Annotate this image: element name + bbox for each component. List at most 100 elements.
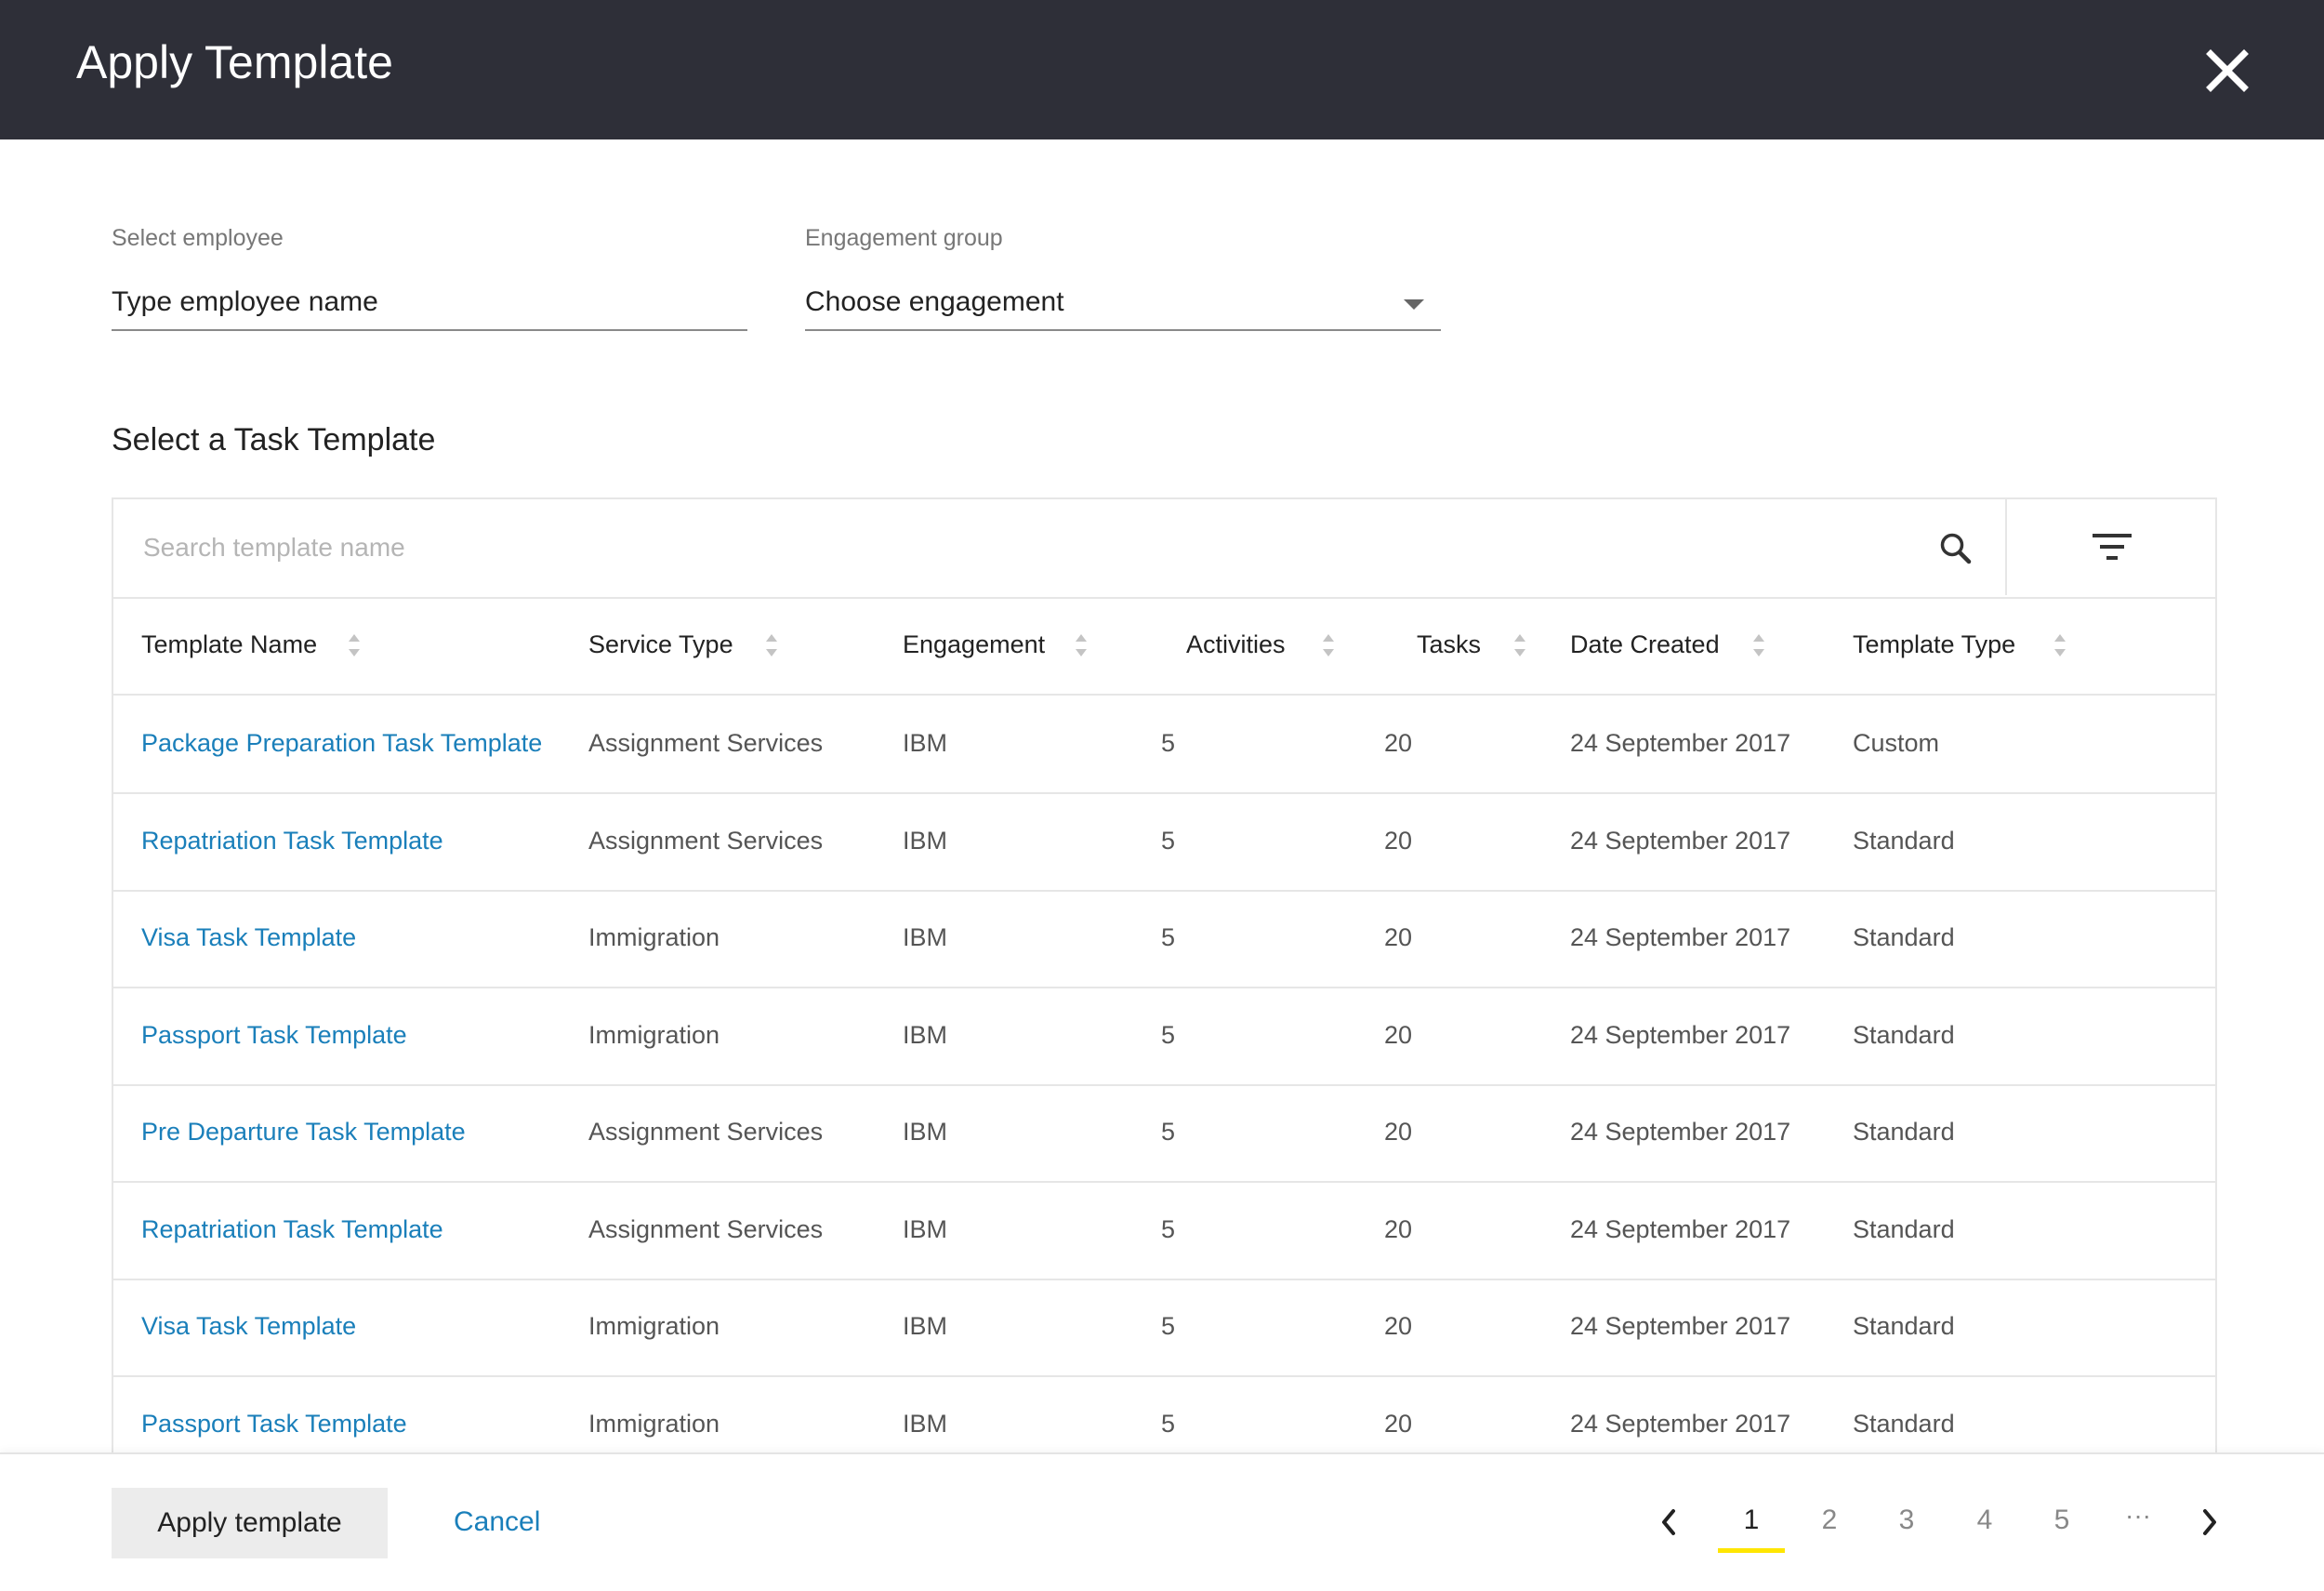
template-type-cell: Custom (1853, 729, 1940, 757)
activities-cell: 5 (1161, 729, 1176, 757)
column-header-label: Template Name (141, 630, 318, 658)
table-row[interactable]: Package Preparation Task Template Assignm… (113, 696, 2215, 794)
table-row[interactable]: Repatriation Task Template Assignment Ser… (113, 1182, 2215, 1280)
tasks-cell: 20 (1384, 1409, 1413, 1438)
modal-title: Apply Template (76, 36, 393, 88)
column-header-label: Template Type (1853, 630, 2016, 658)
template-name-link[interactable]: Passport Task Template (141, 1409, 407, 1438)
filter-icon (2093, 534, 2132, 560)
sort-icon (766, 634, 777, 656)
activities-cell: 5 (1161, 923, 1176, 951)
template-type-cell: Standard (1853, 1409, 1955, 1438)
page-1-button[interactable]: 1 (1743, 1505, 1760, 1535)
service-type-cell: Assignment Services (588, 1118, 824, 1146)
date-created-cell: 24 September 2017 (1570, 1118, 1791, 1146)
tasks-cell: 20 (1384, 729, 1413, 757)
template-name-link[interactable]: Repatriation Task Template (141, 826, 443, 855)
chevron-left-icon[interactable] (1657, 1506, 1680, 1538)
close-button[interactable] (2201, 45, 2253, 97)
engagement-cell: IBM (903, 1214, 948, 1243)
modal-header: Apply Template (0, 0, 2324, 139)
active-page-indicator (1718, 1548, 1785, 1553)
table-header: Template Name Service Type Engagement Ac… (113, 597, 2215, 696)
template-name-link[interactable]: Visa Task Template (141, 1312, 357, 1340)
engagement-cell: IBM (903, 1020, 948, 1049)
template-name-link[interactable]: Visa Task Template (141, 923, 357, 951)
filter-button[interactable] (2005, 499, 2215, 595)
service-type-cell: Assignment Services (588, 826, 824, 855)
employee-field[interactable]: Type employee name (112, 275, 747, 331)
cancel-button[interactable]: Cancel (454, 1506, 541, 1537)
section-title: Select a Task Template (112, 422, 436, 457)
date-created-cell: 24 September 2017 (1570, 1214, 1791, 1243)
tasks-cell: 20 (1384, 1020, 1413, 1049)
engagement-cell: IBM (903, 1118, 948, 1146)
modal-footer: Apply template Cancel 1 2 3 4 5 ··· (0, 1452, 2324, 1591)
page-4-button[interactable]: 4 (1976, 1505, 1993, 1535)
pagination-ellipsis[interactable]: ··· (2125, 1501, 2151, 1530)
sort-icon (349, 634, 360, 656)
template-name-link[interactable]: Package Preparation Task Template (141, 729, 543, 757)
service-type-cell: Immigration (588, 1409, 720, 1438)
table-row[interactable]: Pre Departure Task Template Assignment Se… (113, 1084, 2215, 1183)
engagement-cell: IBM (903, 923, 948, 951)
table-row[interactable]: Visa Task Template Immigration IBM 5 20 24 Se… (113, 1279, 2215, 1377)
chevron-right-icon[interactable] (2199, 1506, 2221, 1538)
template-type-cell: Standard (1853, 1214, 1955, 1243)
engagement-select[interactable]: Choose engagement (805, 275, 1441, 331)
service-type-cell: Immigration (588, 923, 720, 951)
service-type-cell: Immigration (588, 1312, 720, 1340)
engagement-cell: IBM (903, 729, 948, 757)
column-header-label: Tasks (1417, 630, 1482, 658)
sort-icon (1323, 634, 1334, 656)
engagement-field-label: Engagement group (805, 225, 1003, 251)
page-5-button[interactable]: 5 (2053, 1505, 2070, 1535)
activities-cell: 5 (1161, 1214, 1176, 1243)
tasks-cell: 20 (1384, 923, 1413, 951)
table-row[interactable]: Repatriation Task Template Assignment Ser… (113, 793, 2215, 892)
service-type-cell: Immigration (588, 1020, 720, 1049)
template-type-cell: Standard (1853, 1118, 1955, 1146)
date-created-cell: 24 September 2017 (1570, 826, 1791, 855)
template-name-link[interactable]: Pre Departure Task Template (141, 1118, 466, 1146)
tasks-cell: 20 (1384, 826, 1413, 855)
date-created-cell: 24 September 2017 (1570, 1312, 1791, 1340)
template-name-link[interactable]: Passport Task Template (141, 1020, 407, 1049)
template-type-cell: Standard (1853, 826, 1955, 855)
date-created-cell: 24 September 2017 (1570, 923, 1791, 951)
activities-cell: 5 (1161, 1312, 1176, 1340)
close-icon (2206, 49, 2249, 92)
activities-cell: 5 (1161, 1118, 1176, 1146)
search-button[interactable] (1937, 530, 1974, 567)
column-header-label: Engagement (903, 630, 1046, 658)
tasks-cell: 20 (1384, 1312, 1413, 1340)
service-type-cell: Assignment Services (588, 729, 824, 757)
table-row[interactable]: Passport Task Template Immigration IBM 5 20 2… (113, 988, 2215, 1086)
sort-icon (1076, 634, 1087, 656)
template-type-cell: Standard (1853, 1020, 1955, 1049)
column-header-label: Date Created (1570, 630, 1720, 658)
activities-cell: 5 (1161, 826, 1176, 855)
sort-icon (1514, 634, 1525, 656)
engagement-cell: IBM (903, 1409, 948, 1438)
table-row[interactable]: Visa Task Template Immigration IBM 5 20 24 Se… (113, 890, 2215, 988)
column-header-label: Service Type (588, 630, 733, 658)
employee-field-label: Select employee (112, 225, 284, 251)
template-name-link[interactable]: Repatriation Task Template (141, 1214, 443, 1243)
apply-template-button[interactable]: Apply template (112, 1488, 388, 1558)
template-table: Template Name Service Type Engagement Ac… (112, 497, 2217, 1589)
activities-cell: 5 (1161, 1409, 1176, 1438)
sort-icon (1753, 634, 1764, 656)
engagement-cell: IBM (903, 1312, 948, 1340)
search-input[interactable] (113, 499, 2005, 595)
engagement-select-value: Choose engagement (805, 286, 1064, 317)
page-2-button[interactable]: 2 (1821, 1505, 1838, 1535)
tasks-cell: 20 (1384, 1214, 1413, 1243)
search-icon (1940, 533, 1972, 564)
tasks-cell: 20 (1384, 1118, 1413, 1146)
activities-cell: 5 (1161, 1020, 1176, 1049)
engagement-cell: IBM (903, 826, 948, 855)
sort-icon (2054, 634, 2066, 656)
page-3-button[interactable]: 3 (1898, 1505, 1915, 1535)
date-created-cell: 24 September 2017 (1570, 729, 1791, 757)
